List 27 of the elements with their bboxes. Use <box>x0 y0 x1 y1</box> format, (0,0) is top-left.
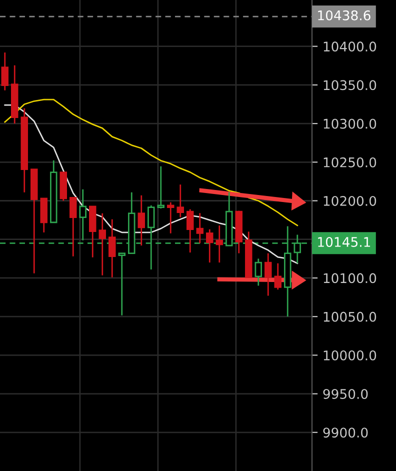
ref-line-label: 10438.6 <box>318 10 370 20</box>
candlestick <box>138 194 145 246</box>
candlestick <box>108 218 116 278</box>
y-tick-label: 10350.0 <box>324 80 376 90</box>
candlestick <box>11 64 18 124</box>
y-tick-label: 9950.0 <box>323 389 368 399</box>
candlestick <box>216 224 223 264</box>
y-tick-label: 10250.0 <box>324 157 376 168</box>
candlestick <box>264 252 272 296</box>
y-tick-label: 10050.0 <box>324 312 376 322</box>
candlestick <box>254 258 262 286</box>
line-series <box>4 98 298 226</box>
y-tick-label: 10300.0 <box>324 118 376 129</box>
line-series <box>4 104 298 264</box>
candlestick <box>79 188 86 242</box>
candlestick <box>20 108 28 194</box>
candlestick <box>98 212 106 276</box>
ref-line-label: 10145.1 <box>318 236 370 247</box>
y-tick-label: 10100.0 <box>324 273 376 284</box>
candlestick <box>1 52 8 92</box>
y-tick-label: 9900.0 <box>323 428 368 438</box>
y-tick-label: 10400.0 <box>324 42 376 52</box>
candlestick <box>176 184 184 218</box>
candlestick <box>186 208 194 254</box>
y-tick-label: 10200.0 <box>324 196 376 206</box>
y-tick-label: 10000.0 <box>324 350 376 360</box>
candlestick <box>196 212 204 244</box>
